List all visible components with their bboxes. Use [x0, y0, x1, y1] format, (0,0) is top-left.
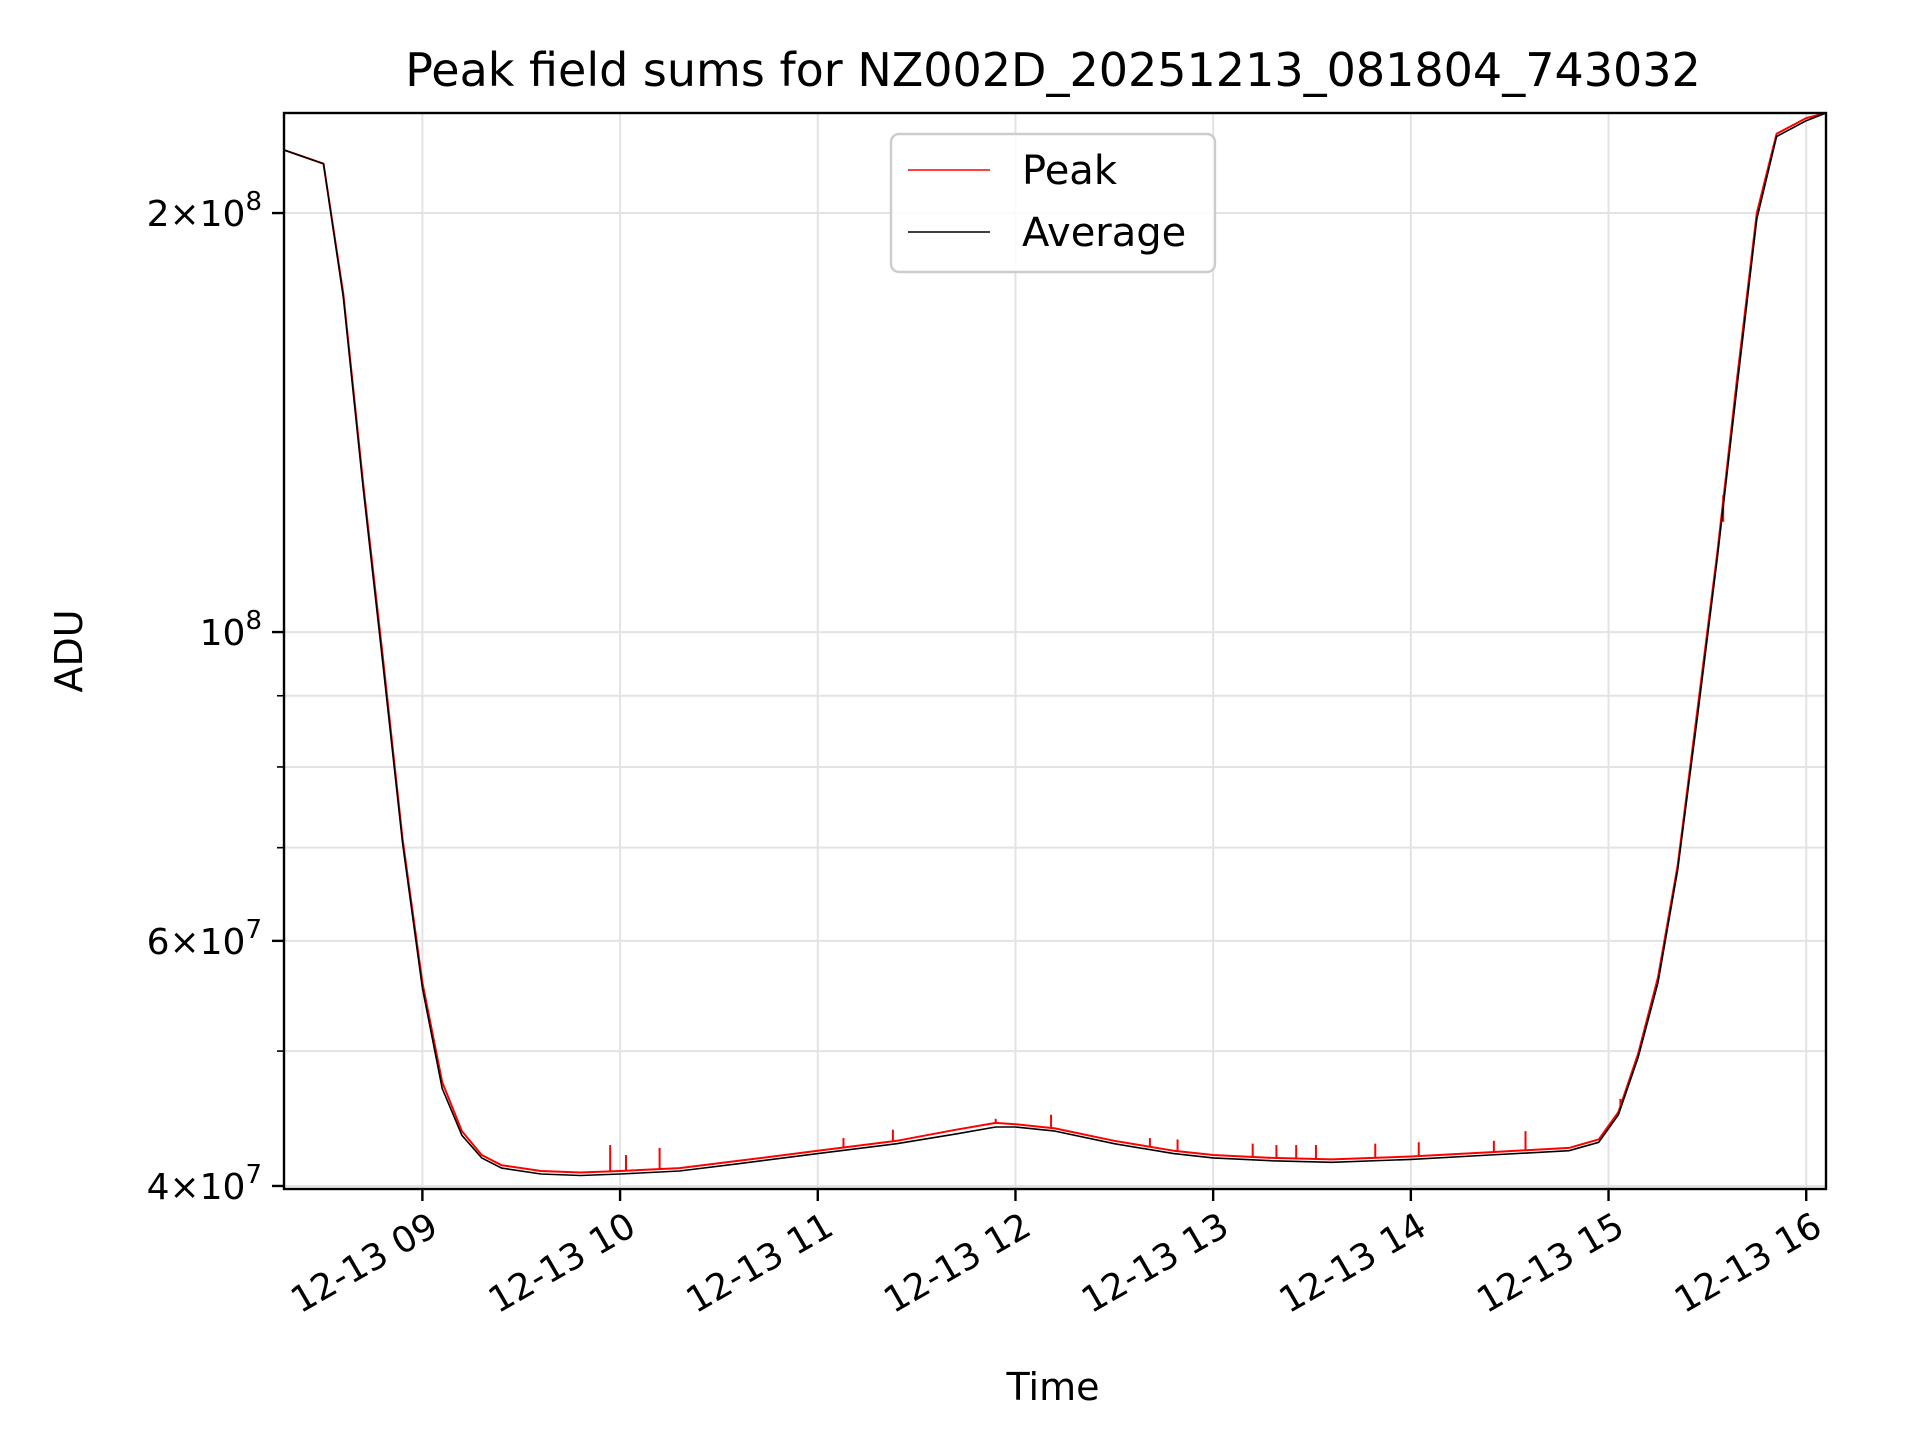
x-axis-label: Time — [1006, 1365, 1100, 1409]
x-tick-label: 12-13 11 — [680, 1205, 841, 1321]
x-tick-label: 12-13 10 — [482, 1205, 643, 1321]
grid-lines — [284, 113, 1826, 1189]
series-layer — [284, 113, 1826, 1177]
x-tick-label: 12-13 14 — [1273, 1205, 1434, 1321]
y-tick-label: 2×108 — [147, 187, 262, 235]
x-axis: 12-13 09 12-13 10 12-13 11 12-13 12 12-13 13… — [284, 1189, 1829, 1322]
y-axis-label: ADU — [47, 609, 91, 692]
chart-title: Peak field sums for NZ002D_20251213_0818… — [405, 43, 1701, 97]
x-tick-label: 12-13 16 — [1668, 1205, 1829, 1321]
x-tick-label: 12-13 13 — [1075, 1205, 1236, 1321]
y-tick-label: 4×107 — [147, 1160, 262, 1208]
legend-label-average: Average — [1022, 210, 1186, 256]
plot-frame — [282, 111, 1828, 1191]
y-tick-label: 108 — [200, 606, 262, 654]
legend-label-peak: Peak — [1022, 148, 1118, 194]
legend: Peak Average — [889, 132, 1217, 274]
y-axis: 4×107 6×107 108 2×108 — [147, 187, 284, 1208]
series-line-average — [284, 113, 1826, 1177]
y-tick-label: 6×107 — [147, 915, 262, 963]
x-tick-label: 12-13 09 — [284, 1205, 445, 1321]
x-tick-label: 12-13 15 — [1470, 1205, 1631, 1321]
legend-box — [889, 132, 1217, 274]
x-tick-label: 12-13 12 — [877, 1205, 1038, 1321]
